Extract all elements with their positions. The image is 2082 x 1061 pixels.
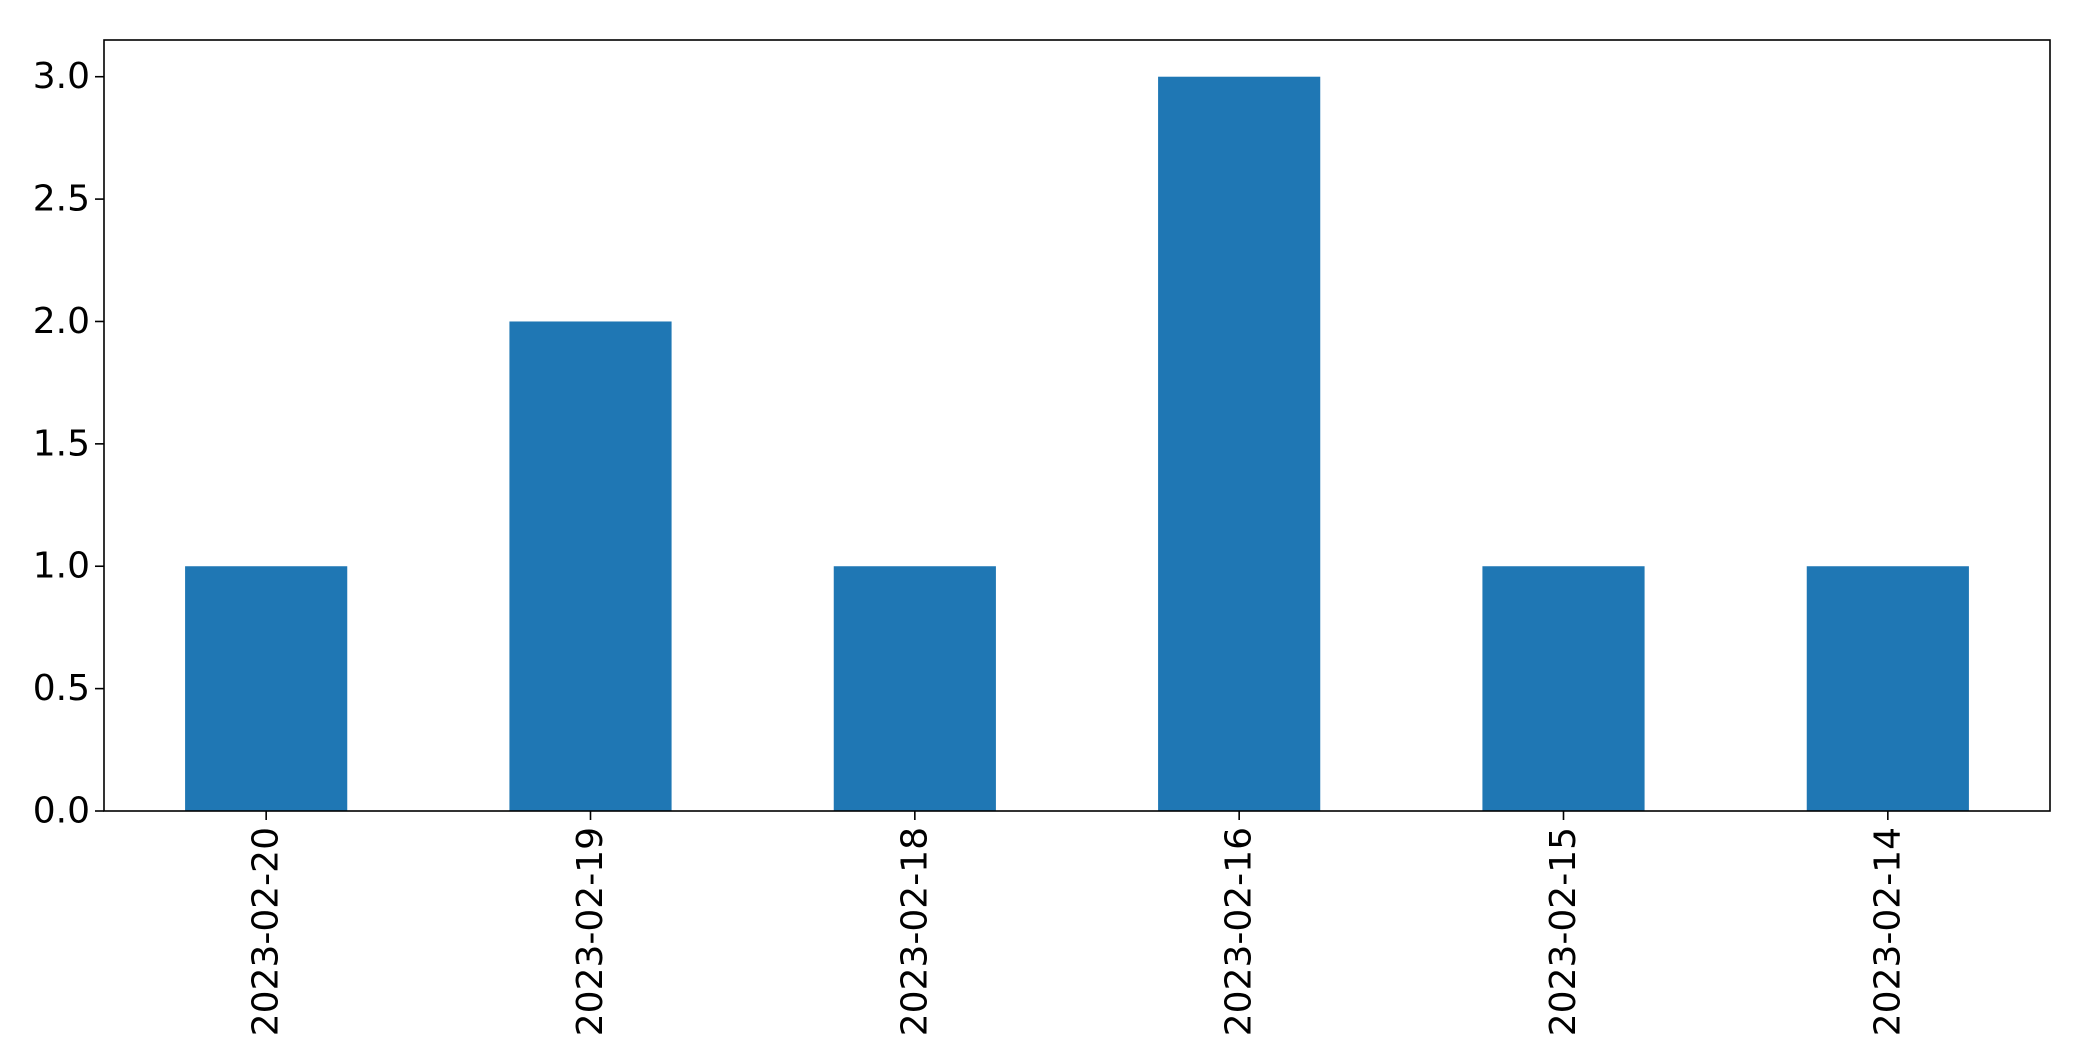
y-axis: 0.0 0.5 1.0 1.5 2.0 2.5 3.0 <box>33 56 104 832</box>
y-tick-label: 1.5 <box>33 423 90 464</box>
bar-2023-02-19 <box>509 321 672 811</box>
y-tick-label: 2.0 <box>33 301 90 342</box>
bar-2023-02-15 <box>1482 566 1645 811</box>
bar-2023-02-18 <box>833 566 996 811</box>
x-tick-label: 2023-02-14 <box>1867 827 1908 1036</box>
x-tick-label: 2023-02-20 <box>246 827 287 1036</box>
y-tick-label: 0.0 <box>33 791 90 832</box>
y-tick-label: 2.5 <box>33 179 90 220</box>
x-axis: 2023-02-20 2023-02-19 2023-02-18 2023-02-16… <box>246 811 1908 1036</box>
x-tick-label: 2023-02-16 <box>1219 827 1260 1036</box>
y-tick-label: 1.0 <box>33 546 90 587</box>
x-tick-label: 2023-02-19 <box>570 827 611 1036</box>
bars-layer <box>185 76 1969 811</box>
y-tick-label: 0.5 <box>33 668 90 709</box>
bar-2023-02-16 <box>1158 76 1321 811</box>
x-tick-label: 2023-02-18 <box>894 827 935 1036</box>
x-tick-label: 2023-02-15 <box>1543 827 1584 1036</box>
y-tick-label: 3.0 <box>33 56 90 97</box>
bar-2023-02-14 <box>1806 566 1969 811</box>
bar-2023-02-20 <box>185 566 348 811</box>
plot-frame <box>103 39 2051 812</box>
